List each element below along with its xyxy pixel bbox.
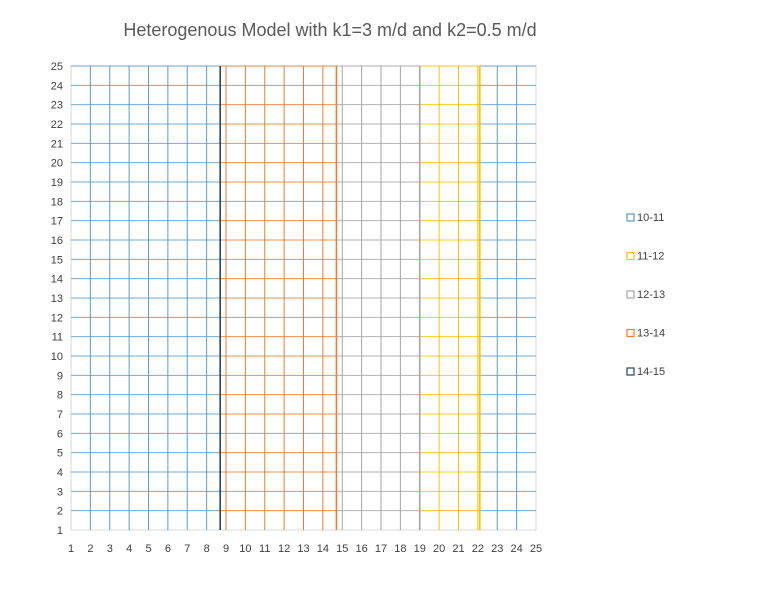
legend-swatch — [626, 251, 635, 261]
x-tick-label: 18 — [394, 543, 406, 555]
x-tick-label: 4 — [126, 543, 132, 555]
y-axis-ticks: 1234567891011121314151617181920212223242… — [51, 61, 63, 537]
y-tick-label: 13 — [51, 293, 63, 305]
x-tick-label: 21 — [452, 543, 464, 555]
y-tick-label: 12 — [51, 312, 63, 324]
y-tick-label: 3 — [57, 486, 63, 498]
y-tick-label: 4 — [57, 467, 63, 479]
x-tick-label: 22 — [472, 543, 484, 555]
x-tick-label: 12 — [278, 543, 290, 555]
x-tick-label: 14 — [317, 543, 329, 555]
legend-swatch — [626, 328, 635, 338]
y-tick-label: 10 — [51, 351, 63, 363]
legend-entry: 13-14 — [637, 328, 665, 340]
y-tick-label: 20 — [51, 158, 63, 170]
y-tick-label: 19 — [51, 177, 63, 189]
x-tick-label: 5 — [145, 543, 151, 555]
legend-entry: 10-11 — [637, 212, 664, 224]
x-tick-label: 15 — [336, 543, 348, 555]
x-tick-label: 2 — [87, 543, 93, 555]
x-tick-label: 10 — [239, 543, 251, 555]
x-tick-label: 17 — [375, 543, 387, 555]
legend-entry: 14-15 — [637, 366, 665, 378]
legend-entry: 11-12 — [637, 251, 664, 263]
y-tick-label: 14 — [51, 274, 63, 286]
y-tick-label: 9 — [57, 370, 63, 382]
y-tick-label: 7 — [57, 409, 63, 421]
x-tick-label: 13 — [297, 543, 309, 555]
x-tick-label: 16 — [356, 543, 368, 555]
legend-swatch — [626, 213, 635, 222]
chart-title: Heterogenous Model with k1=3 m/d and k2=… — [123, 20, 536, 40]
y-tick-label: 25 — [51, 61, 63, 73]
x-tick-label: 1 — [68, 543, 74, 555]
y-tick-label: 23 — [51, 100, 63, 112]
contour-layer — [219, 66, 481, 530]
x-tick-label: 11 — [259, 543, 270, 555]
y-tick-label: 6 — [57, 428, 63, 440]
y-tick-label: 8 — [57, 390, 63, 402]
y-tick-label: 11 — [52, 332, 63, 344]
legend-entry: 12-13 — [637, 289, 665, 301]
y-tick-label: 2 — [57, 506, 63, 518]
x-tick-label: 23 — [491, 543, 503, 555]
y-tick-label: 15 — [51, 254, 63, 266]
x-tick-label: 20 — [433, 543, 445, 555]
y-tick-label: 18 — [51, 196, 63, 208]
x-tick-label: 9 — [223, 543, 229, 555]
x-tick-label: 8 — [204, 543, 210, 555]
x-tick-label: 6 — [165, 543, 171, 555]
legend: 10-11 11-12 12-13 13-14 14-15 — [626, 212, 665, 378]
x-tick-label: 19 — [414, 543, 426, 555]
y-tick-label: 22 — [51, 119, 63, 131]
y-tick-label: 16 — [51, 235, 63, 247]
legend-swatch — [626, 290, 635, 299]
y-tick-label: 24 — [51, 80, 63, 92]
x-axis-ticks: 1 2 3 4 5 6 7 8 9 10 11 12 13 14 15 16 17 18 19 20 21 22 23 24 2… — [68, 543, 542, 555]
x-tick-label: 7 — [184, 543, 190, 555]
y-tick-label: 17 — [51, 216, 63, 228]
x-tick-label: 24 — [511, 543, 523, 555]
y-tick-label: 1 — [57, 525, 63, 537]
y-tick-label: 21 — [51, 138, 63, 150]
y-tick-label: 5 — [57, 448, 63, 460]
x-tick-label: 25 — [530, 543, 542, 555]
legend-swatch — [626, 367, 635, 376]
grid-layer — [70, 65, 537, 531]
x-tick-label: 3 — [107, 543, 113, 555]
